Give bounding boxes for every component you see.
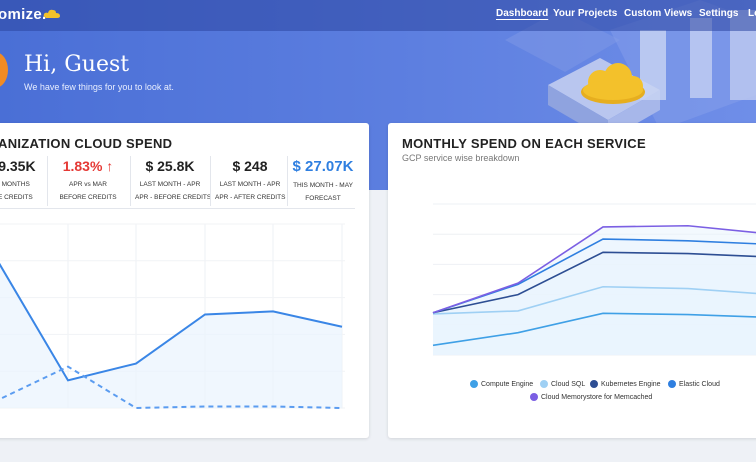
kpi-apr-vs-mar: 1.83% ↑ APR vs MAR BEFORE CREDITS [53, 158, 123, 204]
kpi-divider [287, 156, 288, 206]
legend-dot-icon [668, 380, 676, 388]
kpi-label: APR vs MAR [69, 181, 107, 188]
legend-item[interactable]: Cloud Memorystore for Memcached [530, 393, 652, 401]
kpi-value: $ 25.8K [145, 158, 195, 174]
user-avatar[interactable] [0, 52, 8, 88]
kpi-label: LAST MONTH - APR [139, 181, 201, 188]
org-spend-chart [0, 223, 345, 410]
nav-your-projects[interactable]: Your Projects [553, 8, 618, 19]
legend-dot-icon [590, 380, 598, 388]
kpi-label: LAST MONTH - APR [219, 181, 281, 188]
org-spend-title: ANIZATION CLOUD SPEND [0, 136, 173, 151]
top-navbar [0, 0, 756, 31]
nav-custom-views[interactable]: Custom Views [624, 8, 693, 19]
spend-area [0, 264, 342, 408]
kpi-total-6-months: 29.35K 6 MONTHS RE CREDITS [0, 158, 48, 204]
kpi-label: BEFORE CREDITS [59, 194, 117, 201]
legend-label: Compute Engine [481, 380, 534, 388]
kpi-value: $ 248 [232, 158, 268, 174]
kpi-last-month-before: $ 25.8K LAST MONTH - APR APR - BEFORE CR… [135, 158, 212, 204]
kpi-value: 1.83% [62, 158, 103, 174]
cloud-illustration-icon [581, 63, 645, 104]
service-spend-subtitle: GCP service wise breakdown [402, 153, 520, 163]
nav-logout[interactable]: Lo [748, 8, 756, 19]
legend-label: Elastic Cloud [679, 380, 720, 388]
kpi-label: RE CREDITS [0, 194, 33, 201]
legend-label: Kubernetes Engine [601, 380, 661, 388]
kpi-label: APR - BEFORE CREDITS [135, 194, 212, 201]
kpi-label: THIS MONTH - MAY [293, 182, 353, 189]
kpi-value: $ 27.07K [292, 158, 354, 175]
series-line-spend [0, 262, 343, 382]
greeting-title: Hi, Guest [24, 52, 130, 77]
kpi-label: FORECAST [305, 195, 341, 202]
legend-dot-icon [470, 380, 478, 388]
legend-label: Cloud Memorystore for Memcached [541, 393, 653, 401]
kpi-label: 6 MONTHS [0, 181, 30, 188]
legend-label: Cloud SQL [551, 380, 586, 388]
kpi-last-month-after: $ 248 LAST MONTH - APR APR - AFTER CREDI… [215, 158, 285, 204]
greeting-subtitle: We have few things for you to look at. [24, 82, 174, 92]
logo-text: omize. [0, 6, 47, 23]
legend-dot-icon [530, 393, 538, 401]
kpi-label: APR - AFTER CREDITS [215, 194, 286, 201]
kpi-bottom-rule [0, 208, 355, 209]
logo-cloud-icon [43, 9, 60, 18]
nav-dashboard[interactable]: Dashboard [496, 8, 549, 19]
legend-item[interactable]: Elastic Cloud [668, 380, 720, 388]
kpi-divider [210, 156, 211, 206]
series-area [433, 313, 756, 355]
arrow-up-icon: ↑ [106, 158, 114, 174]
legend-item[interactable]: Cloud SQL [540, 380, 585, 388]
kpi-divider [130, 156, 131, 206]
kpi-value: 29.35K [0, 158, 36, 174]
kpi-forecast: $ 27.07K THIS MONTH - MAY FORECAST [288, 158, 358, 205]
series-line-forecast [0, 365, 343, 410]
service-spend-chart [432, 203, 756, 356]
legend-item[interactable]: Kubernetes Engine [590, 380, 661, 388]
nav-settings[interactable]: Settings [699, 8, 739, 19]
app-logo[interactable]: omize. [0, 6, 46, 23]
legend-item[interactable]: Compute Engine [470, 380, 533, 388]
service-spend-title: MONTHLY SPEND ON EACH SERVICE [402, 136, 646, 151]
legend-dot-icon [540, 380, 548, 388]
kpi-divider [47, 156, 48, 206]
